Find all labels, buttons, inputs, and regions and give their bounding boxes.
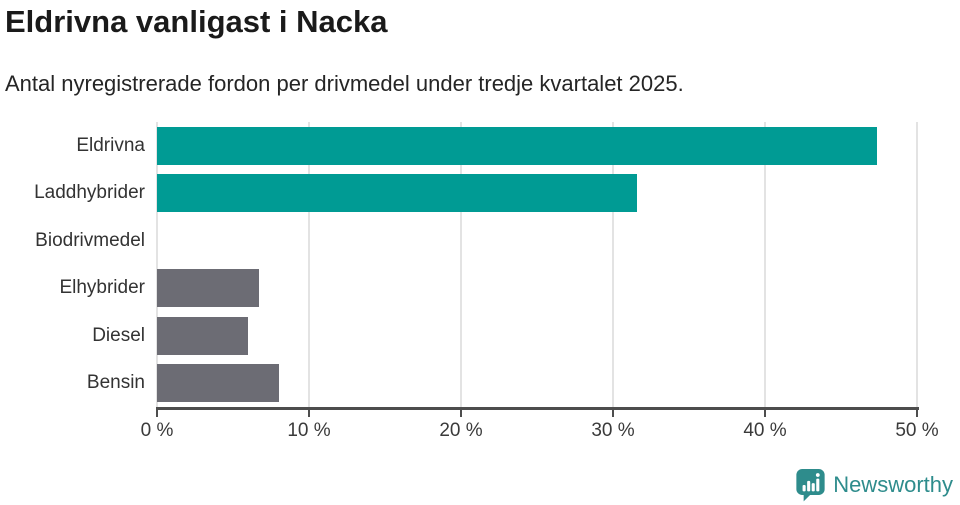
x-tick-label-50: 50 % bbox=[895, 420, 939, 441]
x-tick-30 bbox=[612, 407, 614, 417]
x-tick-label-30: 30 % bbox=[591, 420, 635, 441]
x-tick-20 bbox=[460, 407, 462, 417]
newsworthy-logo-icon bbox=[796, 469, 825, 502]
x-tick-label-0: 0 % bbox=[140, 420, 174, 441]
x-axis-line bbox=[157, 407, 919, 410]
gridline-30 bbox=[612, 122, 614, 407]
x-tick-label-10: 10 % bbox=[287, 420, 331, 441]
x-tick-50 bbox=[916, 407, 918, 417]
category-label-diesel: Diesel bbox=[92, 324, 145, 346]
gridline-50 bbox=[916, 122, 918, 407]
gridline-0 bbox=[156, 122, 158, 407]
gridline-40 bbox=[764, 122, 766, 407]
brand-name: Newsworthy bbox=[833, 472, 953, 497]
bar-elhybrider bbox=[157, 269, 259, 308]
category-label-laddhybrider: Laddhybrider bbox=[34, 182, 145, 204]
bar-bensin bbox=[157, 364, 279, 403]
brand-footer: Newsworthy bbox=[795, 468, 953, 502]
category-label-bensin: Bensin bbox=[86, 372, 145, 394]
bar-eldrivna bbox=[157, 126, 878, 165]
category-axis-labels: Eldrivna Laddhybrider Biodrivmedel Elhybrid… bbox=[0, 122, 145, 407]
x-tick-40 bbox=[764, 407, 766, 417]
bar-diesel bbox=[157, 316, 249, 355]
category-label-eldrivna: Eldrivna bbox=[76, 134, 145, 156]
horizontal-bar-chart: Eldrivna Laddhybrider Biodrivmedel Elhybrid… bbox=[0, 122, 960, 452]
x-tick-10 bbox=[308, 407, 310, 417]
page-subtitle: Antal nyregistrerade fordon per drivmede… bbox=[5, 71, 684, 96]
bar-laddhybrider bbox=[157, 174, 638, 213]
gridline-10 bbox=[308, 122, 310, 407]
category-label-biodrivmedel: Biodrivmedel bbox=[35, 229, 145, 251]
page-title: Eldrivna vanligast i Nacka bbox=[5, 4, 388, 39]
x-tick-label-40: 40 % bbox=[743, 420, 787, 441]
x-tick-label-20: 20 % bbox=[439, 420, 483, 441]
gridline-20 bbox=[460, 122, 462, 407]
plot-area bbox=[156, 122, 918, 407]
x-tick-0 bbox=[156, 407, 158, 417]
category-label-elhybrider: Elhybrider bbox=[59, 277, 145, 299]
